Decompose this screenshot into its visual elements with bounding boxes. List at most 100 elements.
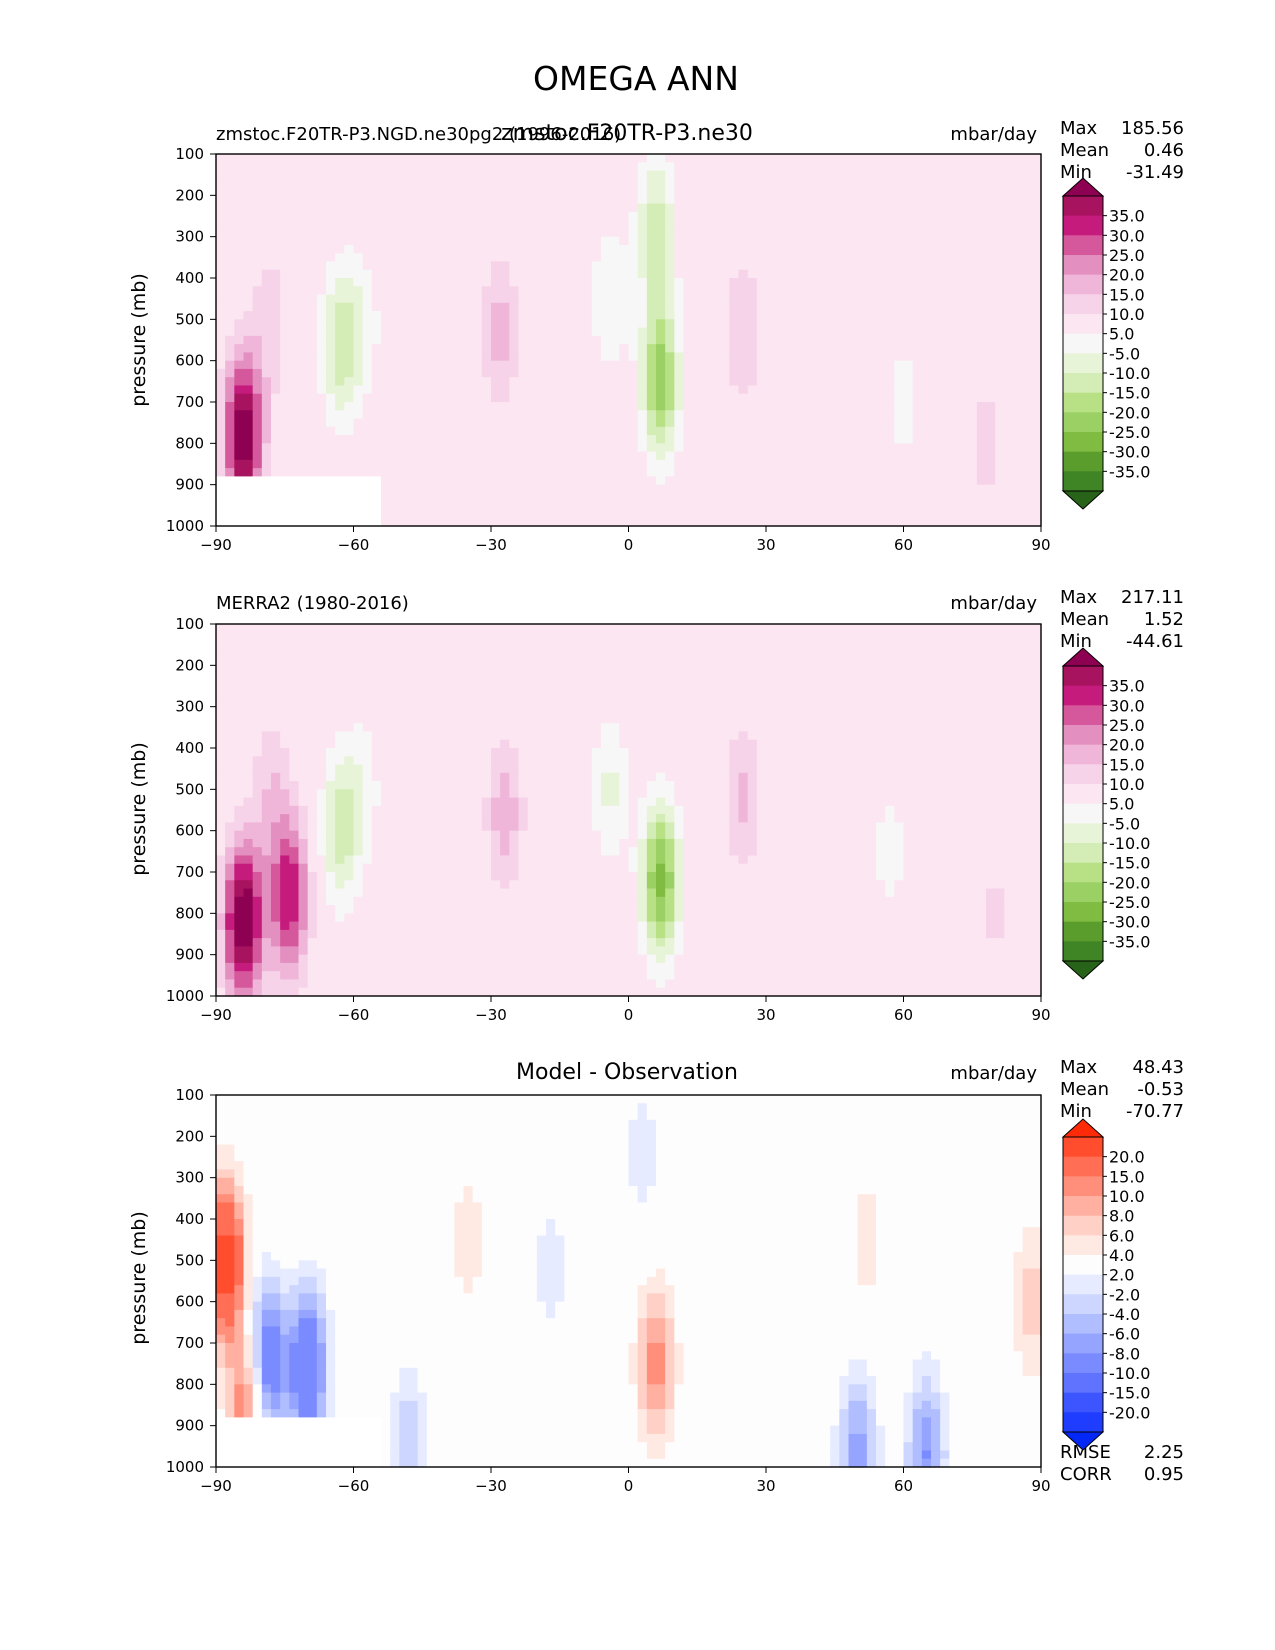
contour-cell xyxy=(445,517,455,527)
contour-cell xyxy=(555,228,565,238)
contour-cell xyxy=(417,459,428,469)
contour-cell xyxy=(931,451,941,461)
contour-cell xyxy=(738,211,749,221)
contour-cell xyxy=(830,517,840,527)
contour-cell xyxy=(353,228,364,238)
contour-cell xyxy=(289,459,300,469)
contour-cell xyxy=(646,319,657,329)
contour-cell xyxy=(711,418,721,428)
contour-cell xyxy=(866,476,877,486)
contour-cell xyxy=(866,468,877,477)
contour-cell xyxy=(830,178,840,188)
contour-cell xyxy=(426,220,437,229)
contour-cell xyxy=(454,632,465,642)
contour-cell xyxy=(216,335,226,345)
contour-cell xyxy=(646,410,657,420)
contour-cell xyxy=(454,492,465,502)
contour-cell xyxy=(995,170,1005,180)
contour-cell xyxy=(1022,286,1033,296)
contour-cell xyxy=(839,244,850,254)
contour-cell xyxy=(628,402,639,411)
contour-cell xyxy=(436,690,446,699)
contour-cell xyxy=(261,195,272,205)
contour-cell xyxy=(646,236,657,246)
contour-cell xyxy=(830,294,840,304)
contour-cell xyxy=(252,261,263,271)
contour-cell xyxy=(564,476,575,486)
contour-cell xyxy=(747,253,758,263)
contour-cell xyxy=(885,261,895,271)
contour-cell xyxy=(958,344,969,353)
contour-cell xyxy=(802,327,813,337)
contour-cell xyxy=(335,385,345,395)
contour-cell xyxy=(417,476,428,486)
contour-cell xyxy=(353,302,364,312)
contour-cell xyxy=(756,203,767,213)
contour-cell xyxy=(729,170,740,180)
contour-cell xyxy=(280,278,290,287)
contour-cell xyxy=(417,203,428,213)
contour-cell xyxy=(445,302,455,312)
contour-cell xyxy=(252,170,263,180)
contour-cell xyxy=(775,352,785,362)
contour-cell xyxy=(326,278,336,287)
contour-cell xyxy=(298,624,309,633)
contour-cell xyxy=(903,335,914,345)
contour-cell xyxy=(573,402,584,411)
contour-cell xyxy=(747,385,758,395)
contour-cell xyxy=(417,632,428,642)
contour-cell xyxy=(821,640,831,650)
contour-cell xyxy=(500,269,510,279)
contour-cell xyxy=(518,154,529,163)
contour-cell xyxy=(610,220,620,229)
contour-cell xyxy=(225,690,235,699)
contour-cell xyxy=(326,302,336,312)
contour-cell xyxy=(371,344,382,353)
contour-cell xyxy=(573,451,584,461)
contour-cell xyxy=(472,492,483,502)
colorbar-tick-label: 20.0 xyxy=(1109,266,1145,285)
contour-cell xyxy=(280,319,290,329)
contour-cell xyxy=(802,377,813,387)
contour-cell xyxy=(940,451,950,461)
contour-cell xyxy=(280,673,290,683)
contour-cell xyxy=(491,319,501,329)
contour-cell xyxy=(243,632,254,642)
contour-cell xyxy=(784,624,795,633)
contour-cell xyxy=(756,344,767,353)
contour-cell xyxy=(481,319,492,329)
contour-cell xyxy=(527,187,538,196)
contour-cell xyxy=(940,261,950,271)
contour-cell xyxy=(701,393,712,403)
contour-cell xyxy=(885,476,895,486)
contour-cell xyxy=(436,468,446,477)
contour-cell xyxy=(289,509,300,519)
contour-cell xyxy=(1004,410,1015,420)
contour-cell xyxy=(839,402,850,411)
contour-cell xyxy=(518,665,529,675)
contour-cell xyxy=(683,657,694,666)
contour-cell xyxy=(701,501,712,511)
contour-cell xyxy=(509,368,520,378)
contour-cell xyxy=(417,368,428,378)
contour-cell xyxy=(307,344,318,353)
contour-cell xyxy=(976,665,987,675)
contour-cell xyxy=(362,509,373,519)
contour-cell xyxy=(491,170,501,180)
contour-cell xyxy=(976,253,987,263)
contour-cell xyxy=(518,228,529,238)
contour-cell xyxy=(692,451,703,461)
contour-cell xyxy=(261,501,272,511)
contour-cell xyxy=(454,195,465,205)
contour-cell xyxy=(436,311,446,320)
contour-cell xyxy=(821,187,831,196)
contour-cell xyxy=(316,162,327,172)
contour-cell xyxy=(564,484,575,494)
contour-cell xyxy=(491,162,501,172)
contour-cell xyxy=(866,170,877,180)
contour-cell xyxy=(271,286,281,296)
contour-cell xyxy=(1013,253,1024,263)
contour-cell xyxy=(591,335,602,345)
contour-cell xyxy=(628,665,639,675)
contour-cell xyxy=(811,178,822,188)
